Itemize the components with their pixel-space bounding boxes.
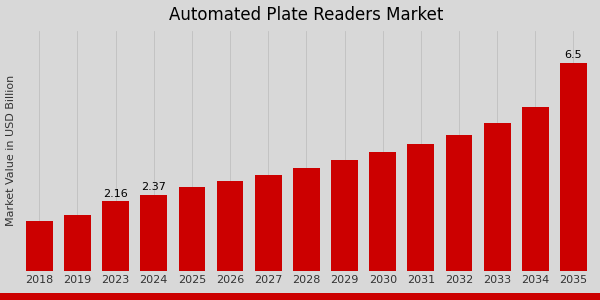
Bar: [217, 181, 244, 271]
Bar: [484, 123, 511, 271]
Bar: [560, 63, 587, 271]
Bar: [102, 202, 129, 271]
Bar: [26, 221, 53, 271]
Bar: [140, 195, 167, 271]
Bar: [64, 214, 91, 271]
Text: 6.5: 6.5: [565, 50, 582, 60]
Bar: [370, 152, 396, 271]
Bar: [446, 135, 472, 271]
Y-axis label: Market Value in USD Billion: Market Value in USD Billion: [5, 75, 16, 226]
Bar: [255, 175, 281, 271]
Bar: [407, 144, 434, 271]
Text: 2.16: 2.16: [103, 189, 128, 199]
Bar: [293, 168, 320, 271]
Bar: [179, 188, 205, 271]
Bar: [522, 107, 548, 271]
Title: Automated Plate Readers Market: Automated Plate Readers Market: [169, 6, 443, 24]
Text: 2.37: 2.37: [142, 182, 166, 192]
Bar: [331, 160, 358, 271]
